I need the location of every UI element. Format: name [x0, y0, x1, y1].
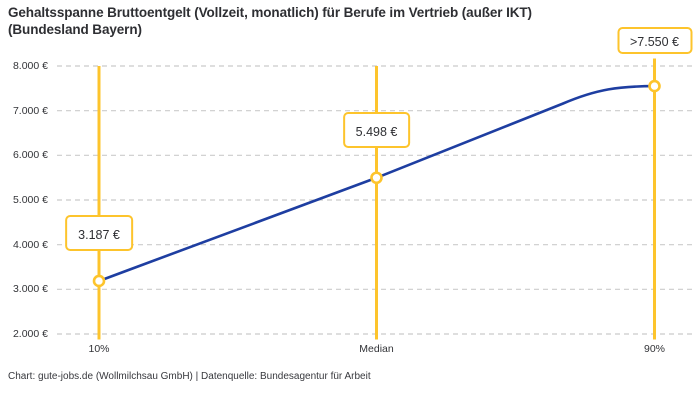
point-marker	[648, 79, 661, 93]
x-tick-label: 10%	[88, 343, 110, 355]
y-tick-label: 8.000 €	[12, 60, 48, 72]
value-label-box: >7.550 €	[616, 27, 693, 55]
chart-title-line1: Gehaltsspanne Bruttoentgelt (Vollzeit, m…	[8, 5, 532, 20]
point-marker	[370, 171, 383, 185]
y-tick-label: 5.000 €	[12, 194, 48, 206]
point-marker	[92, 274, 106, 288]
y-tick-label: 6.000 €	[12, 149, 48, 162]
y-tick-label: 4.000 €	[12, 238, 48, 251]
x-tick-label: 90%	[643, 343, 666, 355]
salary-curve	[98, 84, 655, 283]
value-label-box: 3.187 €	[65, 214, 133, 251]
y-tick-label: 2.000 €	[12, 328, 48, 340]
y-tick-label: 3.000 €	[12, 283, 48, 296]
x-tick-label: Median	[359, 343, 394, 355]
chart-credit: Chart: gute-jobs.de (Wollmilchsau GmbH) …	[8, 371, 371, 382]
y-tick-label: 7.000 €	[12, 104, 48, 117]
value-label-box: 5.498 €	[342, 111, 411, 148]
chart-title-line2: (Bundesland Bayern)	[8, 22, 142, 37]
chart-title: Gehaltsspanne Bruttoentgelt (Vollzeit, m…	[8, 4, 688, 38]
